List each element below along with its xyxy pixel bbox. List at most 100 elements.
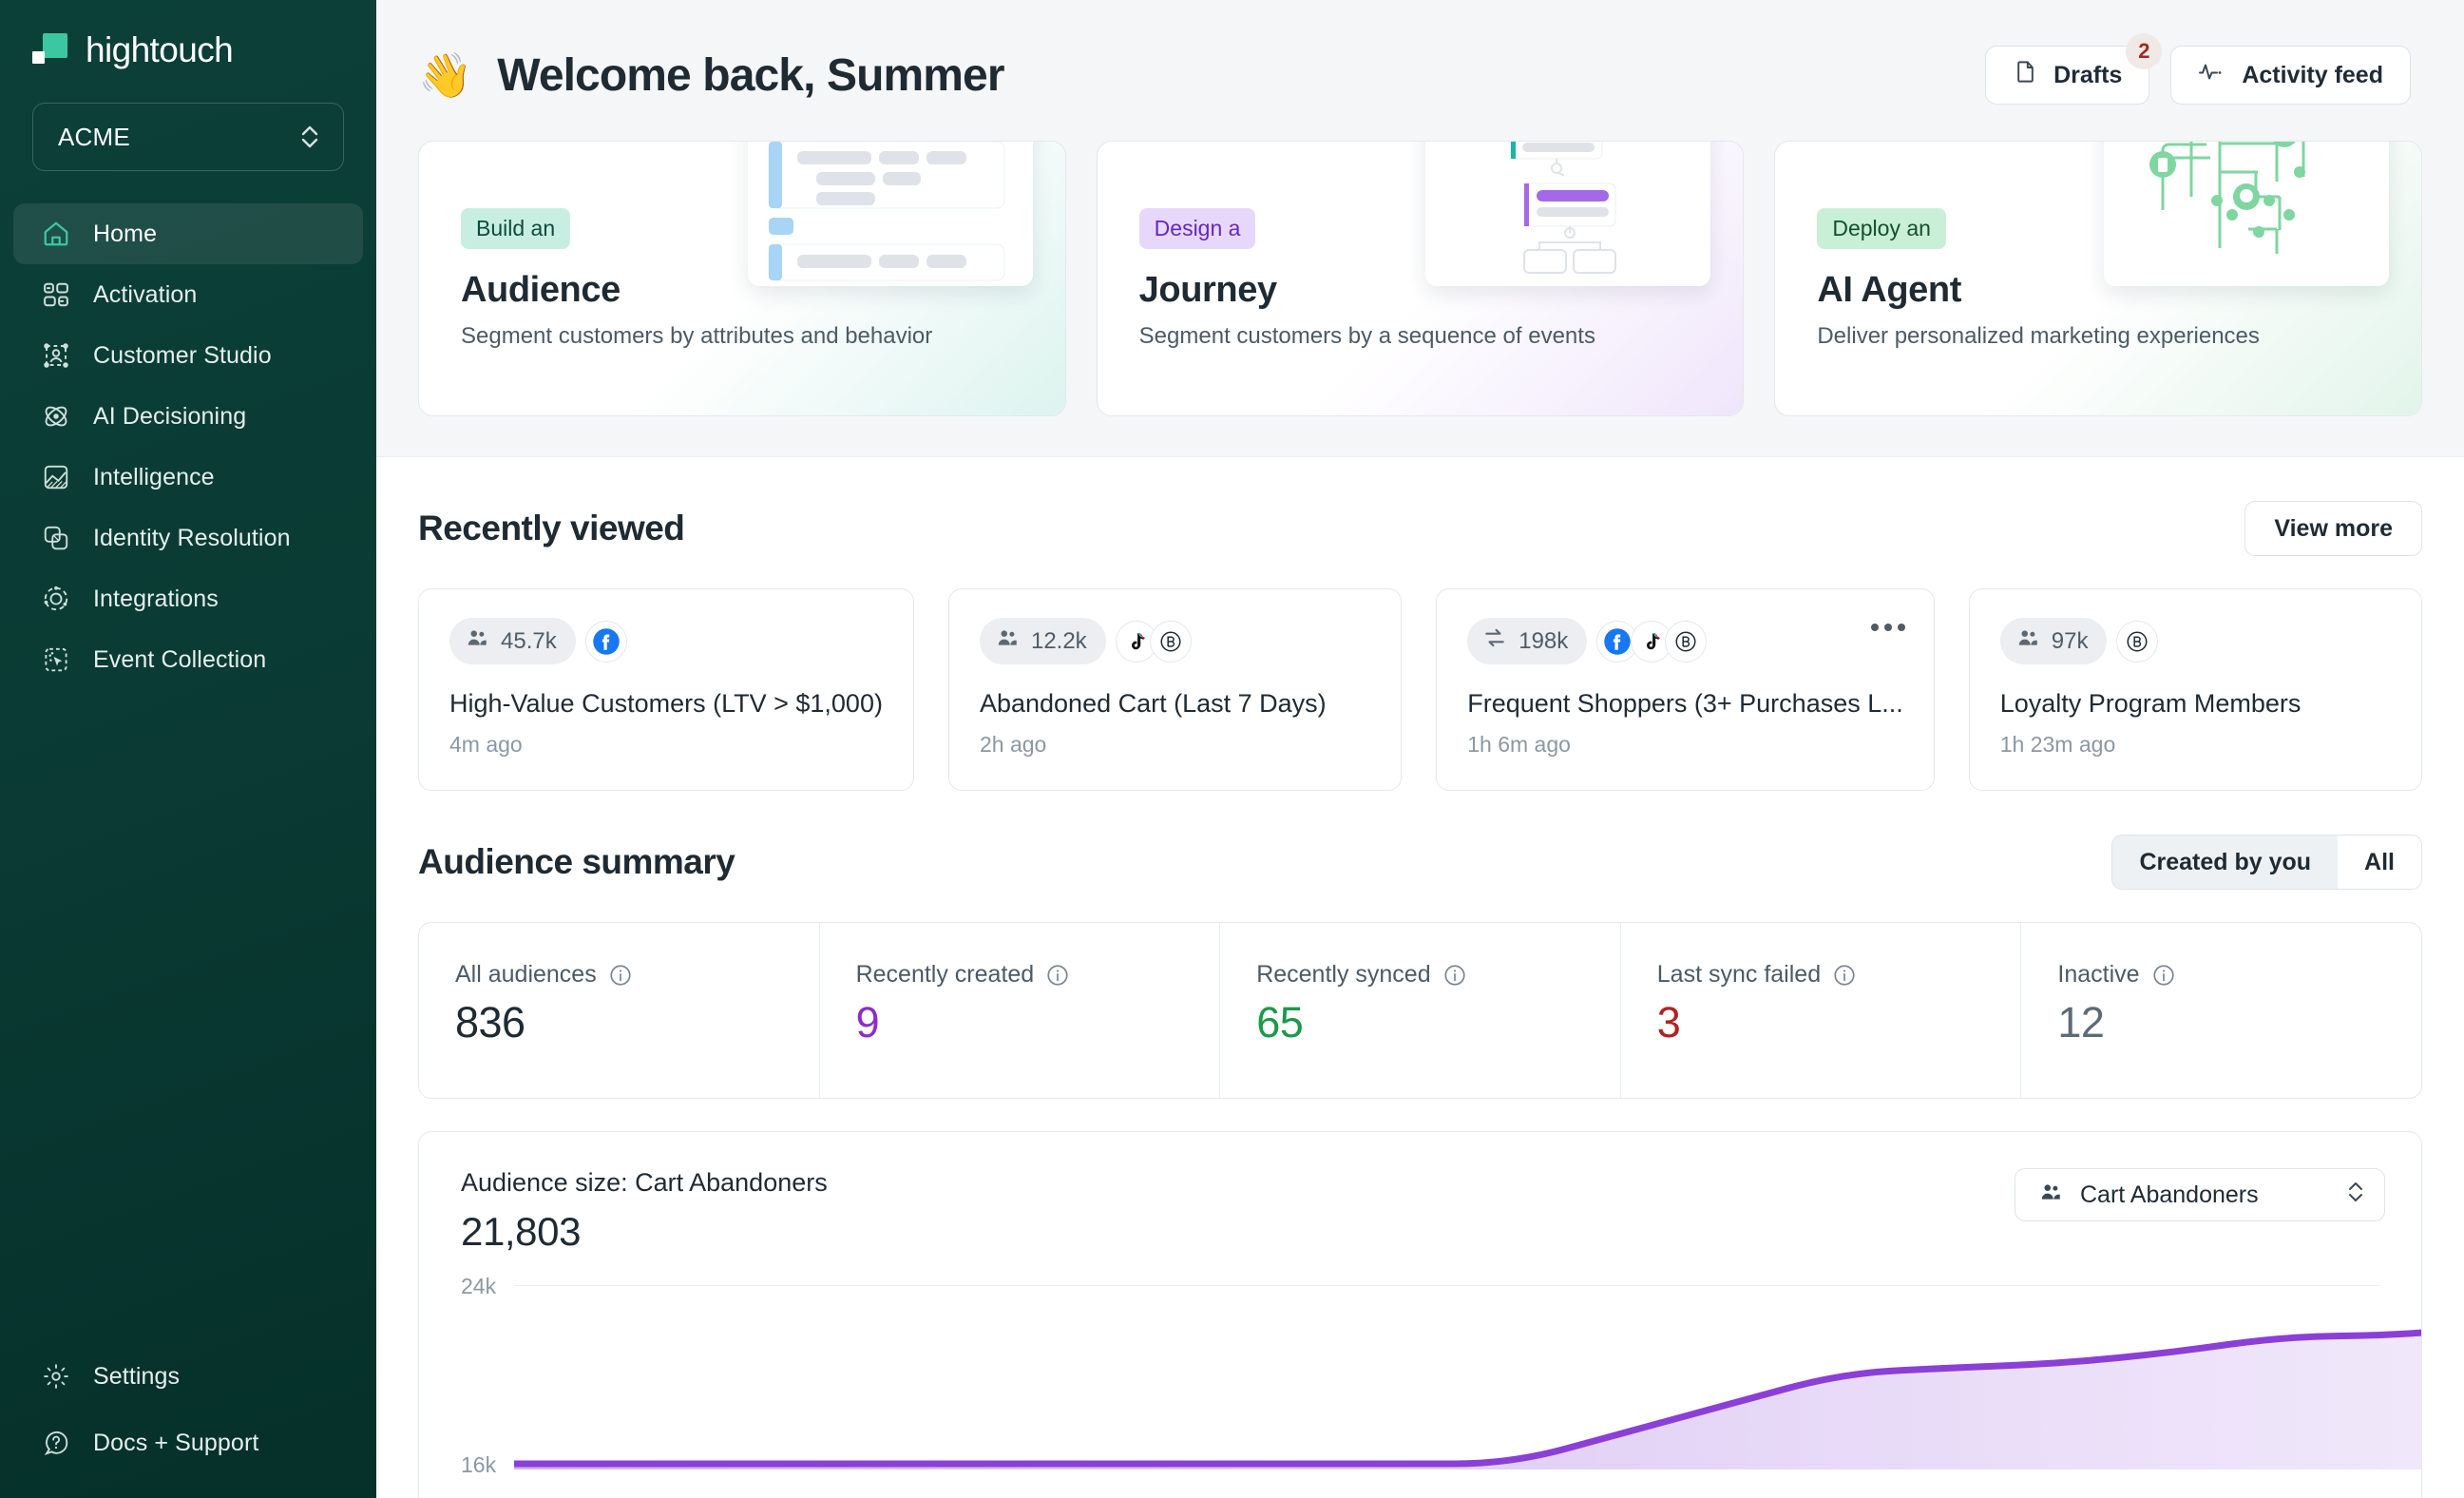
list-item[interactable]: 97k Loyalty Program Members 1h 23m ago [1968,588,2423,791]
promo-card-audience[interactable]: Build an Audience Segment customers by a… [418,141,1066,416]
sidebar-item-label: Integrations [93,585,219,612]
intelligence-icon [40,461,72,493]
wave-emoji-icon: 👋 [418,50,473,100]
audience-count-badge: 97k [1999,618,2108,664]
workspace-name: ACME [58,122,130,151]
list-item[interactable]: 45.7k High-Value Customers (LTV > $1,000… [418,588,914,791]
sidebar-item-event-collection[interactable]: Event Collection [13,629,363,690]
audience-name: Loyalty Program Members [1999,689,2302,718]
promo-card-title: Journey [1138,270,1277,310]
stat-last-sync-failed[interactable]: Last sync failed 3 [1621,923,2022,1098]
audience-name: Abandoned Cart (Last 7 Days) [979,689,1327,718]
chart-plot-area: 24k 16k [419,1274,2421,1479]
sidebar-item-label: Intelligence [93,463,215,490]
stat-label: Last sync failed [1656,961,1822,988]
info-icon[interactable] [1045,963,1070,988]
list-item[interactable]: 12.2k Abandoned Cart (Last 7 Days) 2 [947,588,1403,791]
info-icon[interactable] [2151,963,2176,988]
activity-feed-label: Activity feed [2242,61,2383,88]
overflow-menu-icon[interactable] [1870,624,1905,631]
stat-label: All audiences [455,961,597,988]
chevron-updown-icon [299,122,320,152]
stat-recently-synced[interactable]: Recently synced 65 [1220,923,1621,1098]
chart-series-area [514,1329,2421,1469]
destination-icons [2116,620,2159,663]
sidebar-item-settings[interactable]: Settings [13,1346,363,1407]
activation-icon [40,278,72,311]
audience-size-chart: Audience size: Cart Abandoners 21,803 Ca… [418,1131,2422,1498]
hero-section: 👋 Welcome back, Summer Drafts 2 [376,0,2464,457]
workspace-selector[interactable]: ACME [32,103,344,171]
info-icon[interactable] [608,963,633,988]
page-title: Welcome back, Summer [497,49,1004,101]
list-item[interactable]: 198k [1436,588,1935,791]
stat-all-audiences[interactable]: All audiences 836 [419,923,820,1098]
promo-card-eyebrow: Design a [1138,208,1256,249]
audience-count: 198k [1519,627,1569,654]
braze-icon [1665,620,1708,663]
recently-viewed-section: Recently viewed View more 45.7k [376,457,2464,791]
stat-value: 12 [2057,998,2105,1047]
filter-all[interactable]: All [2338,835,2421,889]
view-more-button[interactable]: View more [2244,501,2422,556]
sync-icon [1482,625,1507,657]
people-icon [2038,1180,2063,1211]
secondary-nav: Settings Docs + Support [0,1346,376,1473]
audience-count: 97k [2051,627,2089,654]
primary-nav: Home Activation [0,203,376,690]
stat-recently-created[interactable]: Recently created 9 [820,923,1221,1098]
audience-summary-title: Audience summary [418,842,735,881]
sidebar-item-integrations[interactable]: Integrations [13,568,363,629]
ai-decisioning-icon [40,400,72,432]
sidebar-item-customer-studio[interactable]: Customer Studio [13,325,363,386]
hero-actions: Drafts 2 Activity feed [1985,33,2411,105]
sidebar-item-label: Customer Studio [93,341,272,369]
sidebar-item-label: AI Decisioning [93,402,247,430]
stat-label: Recently created [855,961,1035,988]
stat-label: Inactive [2057,961,2140,988]
destination-icons [1115,620,1192,663]
stat-inactive[interactable]: Inactive 12 [2021,923,2421,1098]
activity-pulse-icon [2198,59,2226,91]
audience-name: Frequent Shoppers (3+ Purchases L... [1467,689,1903,718]
promo-card-journey[interactable]: Design a Journey Segment customers by a … [1096,141,1745,416]
drafts-button[interactable]: Drafts 2 [1985,33,2163,105]
filter-created-by-you[interactable]: Created by you [2112,835,2339,889]
brand-name: hightouch [86,30,234,69]
recently-viewed-title: Recently viewed [418,509,685,547]
sidebar-item-home[interactable]: Home [13,203,363,264]
promo-card-ai-agent[interactable]: Deploy an AI Agent Deliver personalized … [1774,141,2423,416]
info-icon[interactable] [1442,963,1467,988]
destination-icons [584,620,627,663]
recently-viewed-list: 45.7k High-Value Customers (LTV > $1,000… [418,588,2423,791]
promo-card-eyebrow: Deploy an [1817,208,1946,249]
people-icon [465,625,489,657]
activity-feed-button[interactable]: Activity feed [2170,46,2411,105]
audience-summary-stats: All audiences 836 Recently created 9 Rec… [418,922,2422,1099]
identity-resolution-icon [40,522,72,554]
stat-value: 3 [1656,998,1681,1047]
sidebar-item-identity-resolution[interactable]: Identity Resolution [13,508,363,568]
sidebar-item-label: Activation [93,280,198,308]
brand: hightouch [0,0,376,74]
audience-selector-value: Cart Abandoners [2080,1181,2259,1208]
event-collection-icon [40,643,72,676]
sidebar-item-activation[interactable]: Activation [13,264,363,325]
stat-label: Recently synced [1256,961,1431,988]
promo-card-title: AI Agent [1817,270,1961,310]
audience-selector[interactable]: Cart Abandoners [2015,1168,2385,1221]
hightouch-logo-icon [32,31,70,69]
sidebar-item-label: Settings [93,1362,181,1390]
sidebar-item-intelligence[interactable]: Intelligence [13,447,363,508]
audience-name: High-Value Customers (LTV > $1,000) [449,689,883,718]
sidebar-item-docs-support[interactable]: Docs + Support [13,1412,363,1473]
info-icon[interactable] [1832,963,1857,988]
audience-count-badge: 45.7k [449,618,576,664]
audience-filter-toggle: Created by you All [2111,835,2422,890]
sidebar-item-label: Event Collection [93,645,267,673]
stat-value: 836 [455,998,525,1047]
audience-timestamp: 2h ago [979,732,1047,757]
welcome-block: 👋 Welcome back, Summer [418,49,1005,102]
sidebar-item-ai-decisioning[interactable]: AI Decisioning [13,386,363,447]
